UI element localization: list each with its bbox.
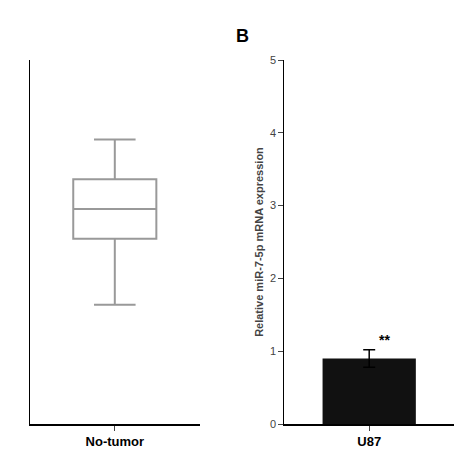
svg-text:**: **: [379, 332, 390, 348]
svg-text:0: 0: [270, 418, 276, 430]
svg-text:2: 2: [270, 272, 276, 284]
svg-text:Relative miR-7-5p mRNA express: Relative miR-7-5p mRNA expression: [253, 147, 265, 337]
svg-text:B: B: [236, 26, 249, 46]
svg-text:3: 3: [270, 199, 276, 211]
svg-text:4: 4: [270, 127, 276, 139]
svg-text:5: 5: [270, 54, 276, 66]
svg-text:No-tumor: No-tumor: [86, 434, 145, 449]
svg-text:U87: U87: [357, 434, 381, 449]
svg-text:1: 1: [270, 345, 276, 357]
